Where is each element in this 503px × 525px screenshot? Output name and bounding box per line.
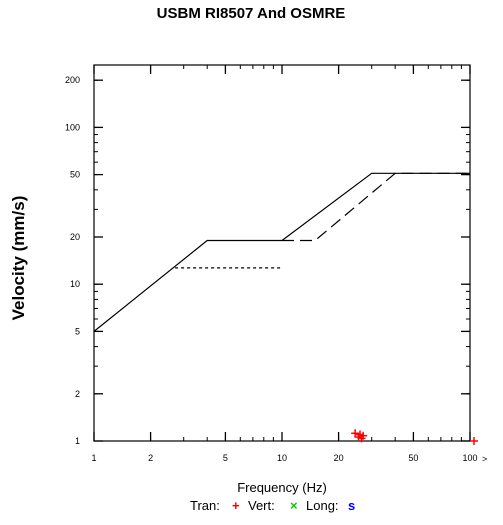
plot-frame bbox=[93, 64, 471, 442]
limit-line-solid bbox=[93, 172, 470, 332]
y-tick-label: 2 bbox=[75, 389, 80, 399]
legend: Tran: + Vert: × Long: s bbox=[190, 498, 355, 513]
x-tick-label: 1 bbox=[91, 453, 96, 463]
legend-label: Tran: bbox=[190, 498, 220, 513]
tran-marker bbox=[359, 431, 368, 440]
legend-label: Long: bbox=[306, 498, 339, 513]
tran-marker bbox=[469, 437, 478, 445]
y-tick-label: 10 bbox=[70, 279, 80, 289]
legend-symbol: + bbox=[232, 498, 240, 513]
x-axis-label: Frequency (Hz) bbox=[237, 480, 327, 495]
x-tick-label: 5 bbox=[223, 453, 228, 463]
limit-line-dashed bbox=[282, 172, 470, 242]
legend-label: Vert: bbox=[248, 498, 275, 513]
chart-title: USBM RI8507 And OSMRE bbox=[157, 5, 346, 22]
x-tick-label: 100 bbox=[462, 453, 477, 463]
x-tick-label: 10 bbox=[277, 453, 287, 463]
y-tick-label: 200 bbox=[65, 75, 80, 85]
y-tick-label: 50 bbox=[70, 170, 80, 180]
x-tick-label: 50 bbox=[408, 453, 418, 463]
y-tick-label: 20 bbox=[70, 232, 80, 242]
x-tick-label: 20 bbox=[334, 453, 344, 463]
y-tick-label: 100 bbox=[65, 122, 80, 132]
plot-area: 1 2 5 10 20 50 100 1 2 5 10 20 50 100 200 bbox=[65, 64, 478, 463]
x-tick-label: 2 bbox=[148, 453, 153, 463]
y-tick-label: 1 bbox=[75, 436, 80, 446]
legend-symbol: s bbox=[348, 498, 355, 513]
overflow-indicator: > bbox=[482, 454, 487, 464]
y-axis-label: Velocity (mm/s) bbox=[9, 196, 28, 321]
y-tick-label: 5 bbox=[75, 326, 80, 336]
legend-symbol: × bbox=[290, 498, 298, 513]
